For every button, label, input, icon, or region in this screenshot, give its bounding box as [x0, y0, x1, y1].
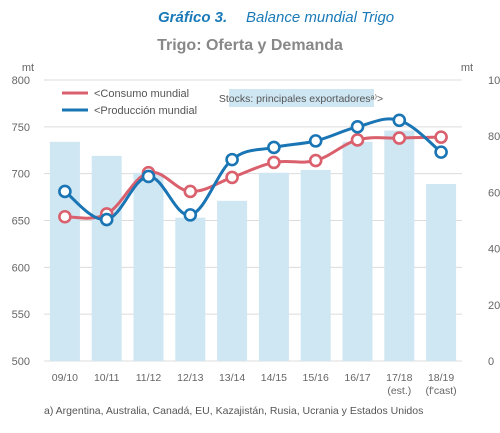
bar-stocks	[133, 172, 164, 361]
left-tick-label: 750	[12, 122, 30, 134]
category-label: 14/15	[261, 372, 287, 384]
series-marker-produccion	[434, 145, 448, 159]
chart-subtitle: Trigo: Oferta y Demanda	[157, 37, 343, 54]
series-marker-produccion	[183, 208, 198, 222]
series-marker-consumo	[58, 209, 72, 224]
bar-stocks	[384, 130, 415, 361]
category-label: 12/13	[177, 372, 203, 384]
right-tick-label: 80	[488, 131, 500, 143]
category-label: 15/16	[303, 372, 329, 384]
series-marker-consumo	[392, 131, 407, 145]
series-marker-produccion	[308, 134, 323, 148]
figure-title: Balance mundial Trigo	[246, 9, 394, 26]
legend-label-consumo: <Consumo mundial	[94, 88, 189, 100]
right-tick-label: 100	[488, 75, 500, 87]
series-marker-produccion	[141, 169, 156, 184]
legend-label-stocks: Stocks: principales exportadoresᵃ⁾>	[219, 93, 383, 105]
series-marker-consumo	[350, 133, 365, 147]
bar-stocks	[175, 217, 206, 361]
legend-box-stocks	[229, 89, 374, 107]
series-marker-consumo	[225, 170, 239, 185]
chart-header: Gráfico 3. Balance mundial Trigo Trigo: …	[157, 9, 394, 54]
series-marker-consumo	[434, 130, 448, 144]
series-marker-produccion	[392, 113, 407, 128]
left-tick-label: 600	[12, 262, 30, 274]
bar-stocks	[91, 155, 122, 361]
footnote: a) Argentina, Australia, Canadá, EU, Kaz…	[44, 405, 423, 417]
category-label: 09/10	[52, 372, 78, 384]
plot-area: 500 550 600 650 700 750 800 0 20 40 60 80 100 mt mt 09/…	[12, 62, 500, 397]
right-tick-label: 0	[488, 356, 494, 368]
category-label: 13/14	[219, 372, 245, 384]
category-label: 17/18	[386, 372, 412, 384]
left-tick-label: 650	[12, 216, 30, 228]
series-marker-produccion	[99, 212, 114, 227]
right-tick-label: 40	[488, 244, 500, 256]
category-label: (est.)	[387, 385, 411, 397]
bar-stocks	[342, 141, 373, 361]
series-marker-consumo	[267, 155, 281, 170]
series-line-produccion	[63, 117, 443, 222]
left-tick-label: 800	[12, 75, 30, 87]
left-tick-label: 550	[12, 309, 30, 321]
bar-stocks	[217, 200, 248, 361]
series-marker-produccion	[267, 140, 281, 155]
category-label: 18/19	[428, 372, 454, 384]
category-label: 10/11	[94, 372, 120, 384]
bar-stocks	[300, 169, 331, 361]
series-marker-produccion	[58, 184, 72, 199]
series-marker-produccion	[225, 152, 239, 167]
figure-label: Gráfico 3.	[158, 9, 227, 26]
bar-stocks	[49, 141, 80, 361]
series-marker-consumo	[308, 153, 323, 168]
right-tick-label: 60	[488, 187, 500, 199]
category-label: (f'cast)	[426, 385, 457, 397]
category-label: 16/17	[344, 372, 370, 384]
series-line-consumo	[64, 135, 442, 220]
bar-stocks	[426, 183, 457, 361]
left-tick-label: 500	[12, 356, 30, 368]
bar-stocks	[258, 172, 289, 361]
series-marker-consumo	[183, 184, 198, 199]
left-axis-unit: mt	[22, 62, 34, 74]
series-marker-produccion	[350, 120, 365, 134]
legend-label-produccion: <Producción mundial	[94, 105, 197, 117]
right-axis-unit: mt	[461, 62, 473, 74]
right-tick-label: 20	[488, 300, 500, 312]
left-tick-label: 700	[12, 169, 30, 181]
category-label: 11/12	[136, 372, 162, 384]
